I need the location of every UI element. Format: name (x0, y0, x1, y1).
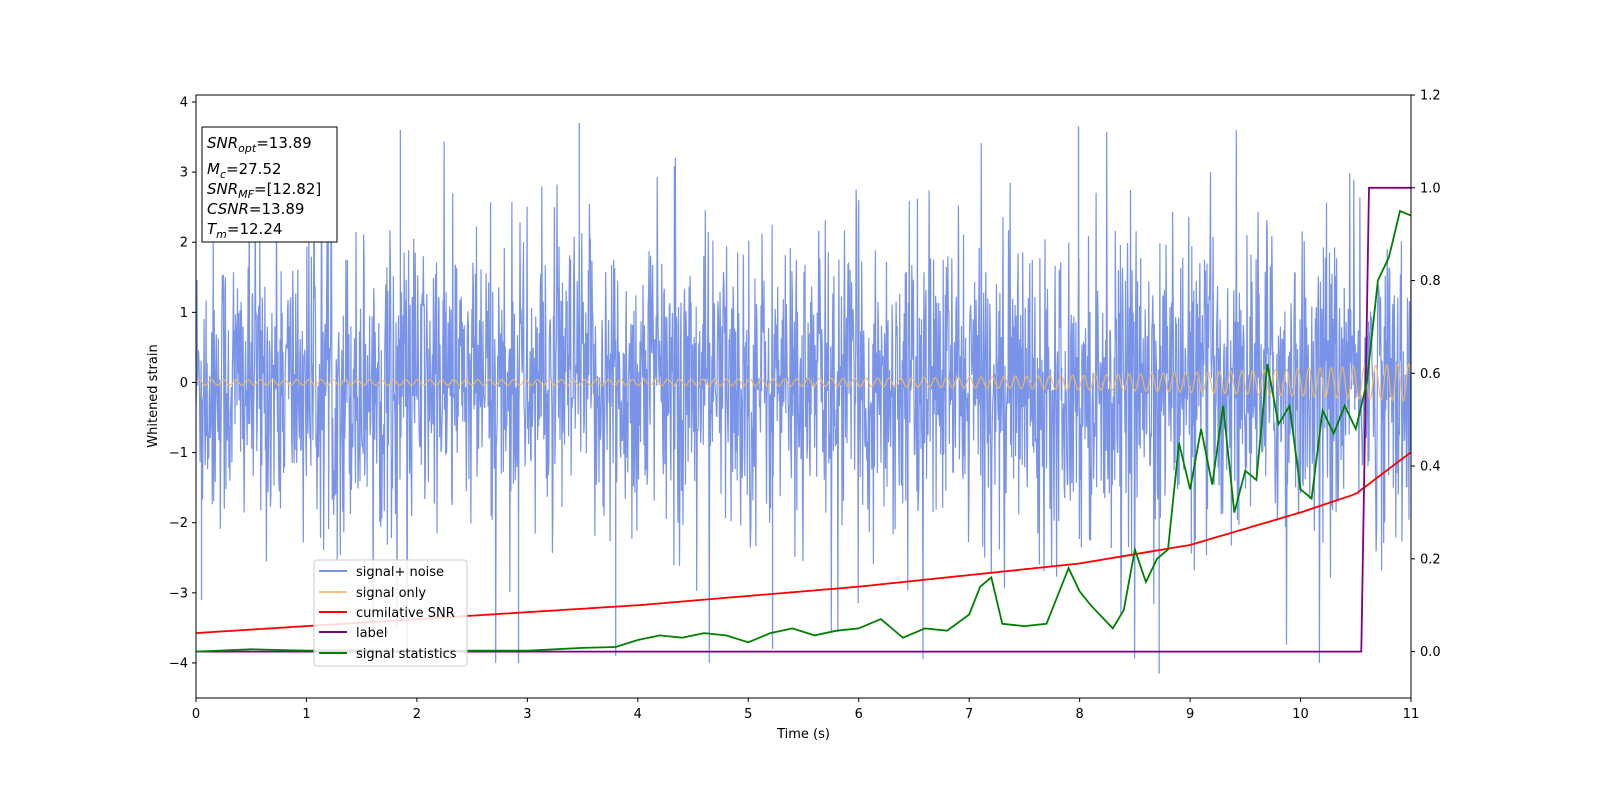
info-snr-opt: SNRopt=13.89 (207, 134, 312, 155)
legend: signal+ noise signal only cumilative SNR… (313, 559, 468, 667)
x-tick-label: 7 (965, 707, 973, 722)
series-signal-statistics (196, 209, 1411, 653)
y-tick-label: 0 (180, 376, 188, 391)
y-tick-label: −2 (169, 516, 188, 531)
y2-tick-label: 1.0 (1420, 181, 1441, 196)
y-tick-label: 2 (180, 236, 188, 251)
legend-frame (313, 559, 468, 667)
y-tick-label: 3 (180, 166, 188, 181)
y2-tick-label: 1.2 (1420, 89, 1441, 104)
x-tick-label: 1 (302, 707, 310, 722)
info-snr-mf: SNRMF=[12.82] (207, 180, 321, 201)
legend-label-signal: signal only (356, 586, 426, 601)
y-tick-label: −3 (169, 586, 188, 601)
x-tick-label: 6 (855, 707, 863, 722)
y2-tick-label: 0.2 (1420, 552, 1441, 567)
x-tick-label: 5 (744, 707, 752, 722)
y2-tick-label: 0.4 (1420, 460, 1441, 475)
x-tick-label: 10 (1292, 707, 1309, 722)
series-signal-noise (196, 130, 1411, 663)
y2-tick-label: 0.0 (1420, 645, 1441, 660)
series-signal-only (196, 362, 1411, 402)
x-tick-label: 0 (192, 707, 200, 722)
legend-label-stats: signal statistics (356, 647, 457, 662)
info-box-frame (201, 126, 338, 243)
axis-layer: 0 1 2 3 4 5 6 7 8 9 10 1143210−1−2−3−41.21.00.80.60… (169, 89, 1441, 723)
y-tick-label: −1 (169, 446, 188, 461)
series-label (196, 186, 1411, 653)
info-mc: Mc=27.52 (207, 160, 282, 181)
legend-label-noise: signal+ noise (356, 565, 444, 580)
x-tick-label: 9 (1186, 707, 1194, 722)
x-axis-label: Time (s) (776, 727, 830, 742)
info-box: SNRopt=13.89 Mc=27.52 SNRMF=[12.82] CSNR… (201, 126, 338, 243)
info-tm: Tm=12.24 (207, 220, 282, 241)
legend-label-csnr: cumilative SNR (356, 606, 455, 621)
y2-tick-label: 0.8 (1420, 274, 1441, 289)
x-tick-label: 2 (413, 707, 421, 722)
legend-label-label: label (356, 626, 387, 641)
y-tick-label: 4 (180, 96, 188, 111)
info-csnr: CSNR=13.89 (207, 200, 304, 218)
y-tick-label: −4 (169, 656, 188, 671)
plot-frame (195, 94, 1412, 699)
x-tick-label: 4 (634, 707, 642, 722)
x-tick-label: 11 (1403, 707, 1420, 722)
x-tick-label: 8 (1075, 707, 1083, 722)
y2-tick-label: 0.6 (1420, 367, 1441, 382)
y-axis-label: Whitened strain (146, 344, 161, 447)
x-tick-label: 3 (523, 707, 531, 722)
y-tick-label: 1 (180, 306, 188, 321)
